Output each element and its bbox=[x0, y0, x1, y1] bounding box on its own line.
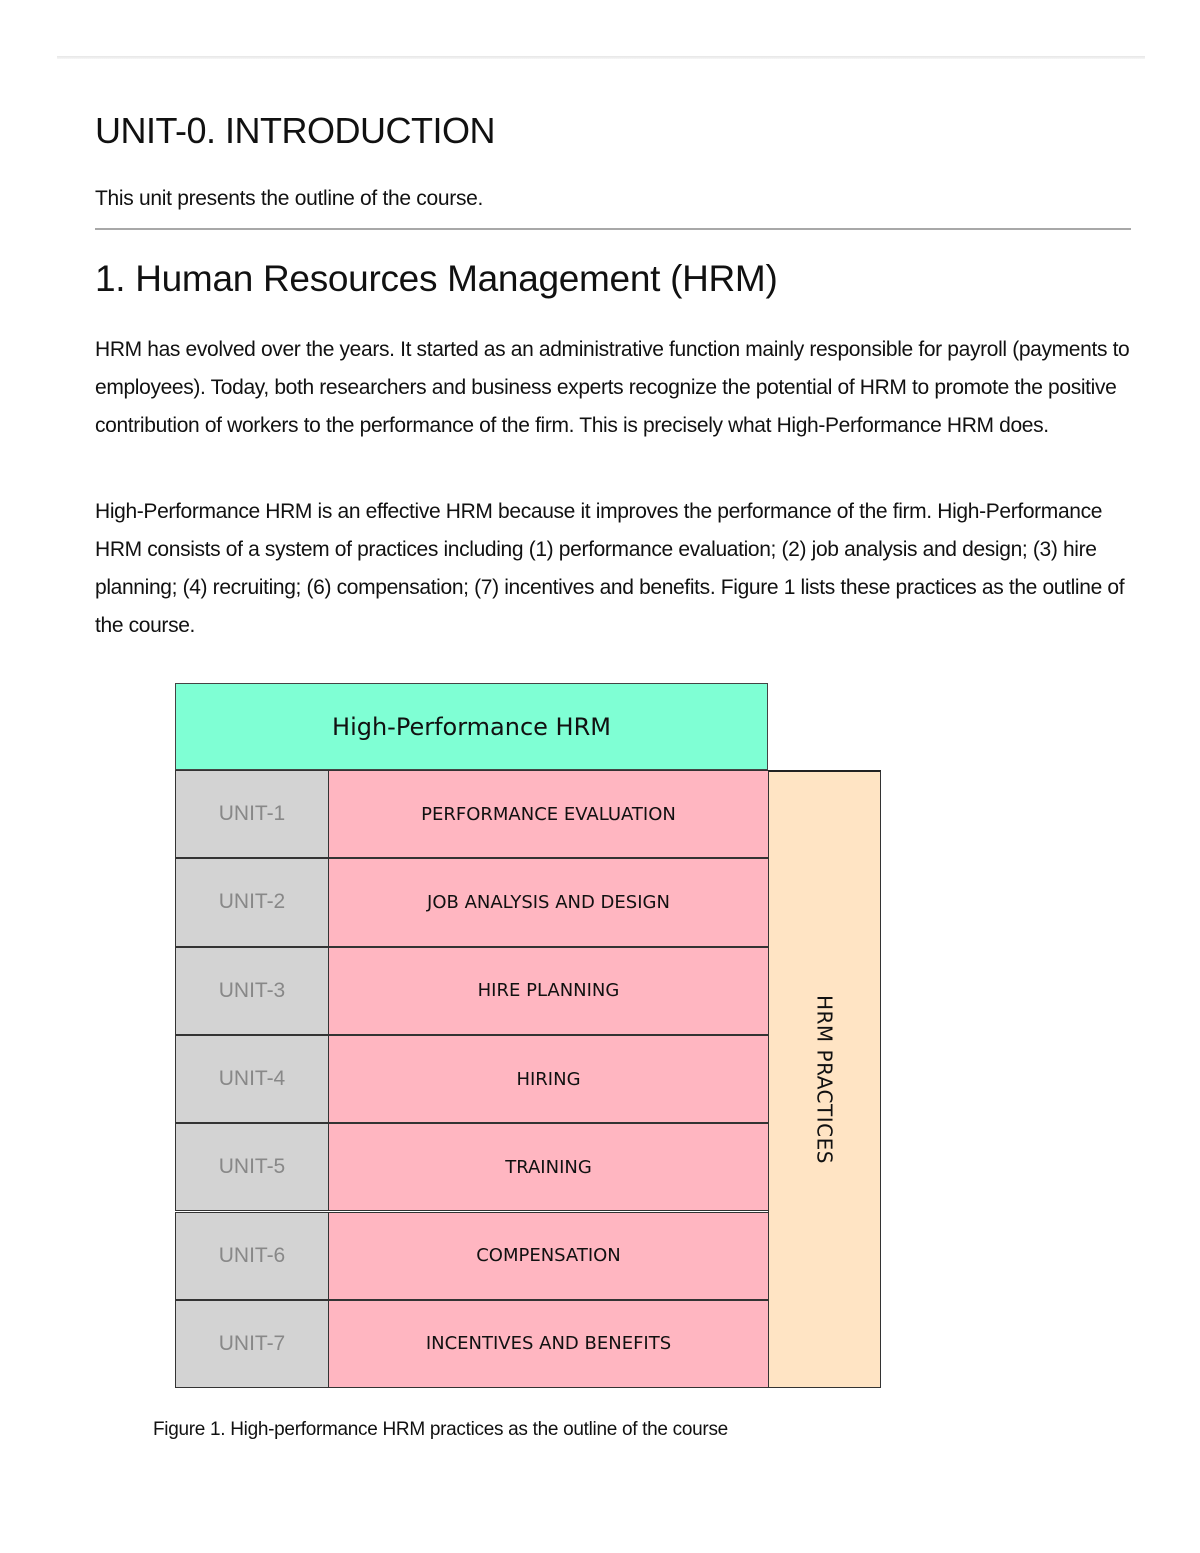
unit-label: UNIT-2 bbox=[175, 858, 329, 947]
unit-label: UNIT-1 bbox=[175, 770, 329, 859]
figure-caption: Figure 1. High-performance HRM practices… bbox=[153, 1419, 728, 1440]
diagram-row: UNIT-3 HIRE PLANNING bbox=[175, 946, 769, 1035]
practice-label: INCENTIVES AND BENEFITS bbox=[329, 1299, 769, 1389]
section-divider bbox=[95, 228, 1131, 230]
practice-label: JOB ANALYSIS AND DESIGN bbox=[329, 858, 769, 947]
unit-label: UNIT-5 bbox=[175, 1123, 329, 1212]
practice-label: COMPENSATION bbox=[329, 1211, 769, 1300]
page-title: UNIT-0. INTRODUCTION bbox=[95, 110, 496, 151]
paragraph: HRM has evolved over the years. It start… bbox=[95, 338, 1130, 437]
practice-label: HIRING bbox=[329, 1034, 769, 1124]
unit-label: UNIT-4 bbox=[175, 1034, 329, 1124]
unit-label: UNIT-7 bbox=[175, 1299, 329, 1389]
diagram-side-label: HRM PRACTICES bbox=[768, 770, 881, 1388]
practice-label: HIRE PLANNING bbox=[329, 946, 769, 1035]
paragraph: High-Performance HRM is an effective HRM… bbox=[95, 500, 1125, 637]
section-heading: 1. Human Resources Management (HRM) bbox=[95, 258, 778, 299]
side-label-text: HRM PRACTICES bbox=[812, 995, 837, 1164]
diagram-row: UNIT-2 JOB ANALYSIS AND DESIGN bbox=[175, 858, 769, 947]
top-divider bbox=[57, 56, 1145, 59]
practice-label: PERFORMANCE EVALUATION bbox=[329, 770, 769, 859]
diagram-row: UNIT-5 TRAINING bbox=[175, 1123, 769, 1212]
diagram-row: UNIT-6 COMPENSATION bbox=[175, 1211, 769, 1300]
practice-label: TRAINING bbox=[329, 1123, 769, 1212]
page-subtitle: This unit presents the outline of the co… bbox=[95, 187, 484, 210]
unit-label: UNIT-6 bbox=[175, 1211, 329, 1300]
diagram-row: UNIT-7 INCENTIVES AND BENEFITS bbox=[175, 1299, 769, 1389]
diagram-row: UNIT-4 HIRING bbox=[175, 1034, 769, 1124]
diagram-header: High-Performance HRM bbox=[175, 683, 768, 770]
unit-label: UNIT-3 bbox=[175, 946, 329, 1035]
figure-hrm-diagram: High-Performance HRM UNIT-1 PERFORMANCE E… bbox=[175, 683, 881, 1389]
diagram-row: UNIT-1 PERFORMANCE EVALUATION bbox=[175, 770, 769, 859]
